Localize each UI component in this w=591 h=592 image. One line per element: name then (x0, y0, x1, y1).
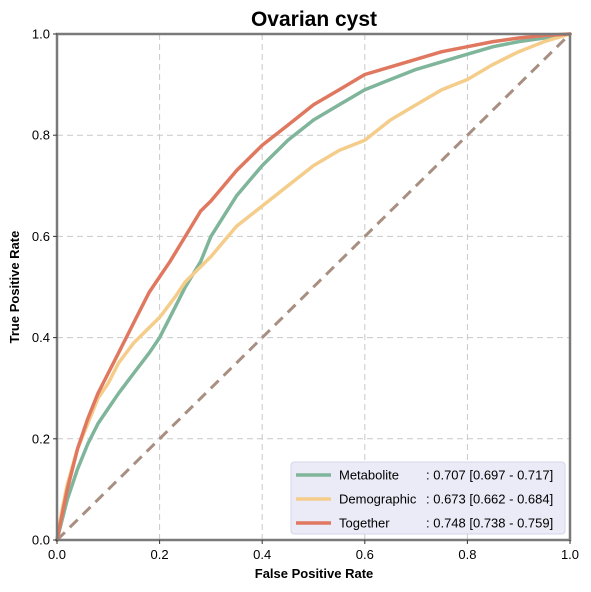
x-tick-label: 0.6 (356, 547, 374, 562)
x-tick-label: 1.0 (561, 547, 579, 562)
x-tick-label: 0.8 (458, 547, 476, 562)
x-tick-label: 0.2 (151, 547, 169, 562)
legend-label-name: Together (339, 516, 390, 531)
y-tick-label: 1.0 (32, 27, 50, 42)
legend-label-value: : 0.707 [0.697 - 0.717] (426, 468, 553, 483)
x-tick-label: 0.0 (48, 547, 66, 562)
legend-label-name: Metabolite (339, 468, 399, 483)
y-axis-label: True Positive Rate (7, 231, 22, 344)
chart-title: Ovarian cyst (251, 8, 377, 31)
legend-label-value: : 0.673 [0.662 - 0.684] (426, 492, 553, 507)
y-tick-label: 0.8 (32, 128, 50, 143)
y-tick-label: 0.0 (32, 533, 50, 548)
legend: Metabolite : 0.707 [0.697 - 0.717] Demogra… (291, 462, 565, 534)
y-tick-label: 0.6 (32, 229, 50, 244)
legend-label-value: : 0.748 [0.738 - 0.759] (426, 516, 553, 531)
x-axis-label: False Positive Rate (255, 566, 374, 581)
y-tick-label: 0.2 (32, 431, 50, 446)
x-tick-label: 0.4 (253, 547, 271, 562)
y-tick-label: 0.4 (32, 330, 50, 345)
legend-label-name: Demographic (339, 492, 417, 507)
